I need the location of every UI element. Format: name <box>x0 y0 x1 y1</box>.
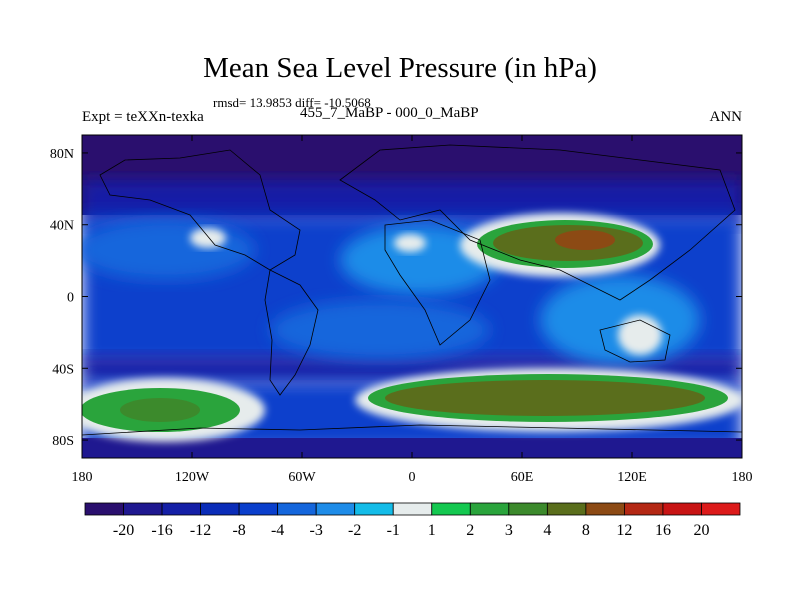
colorbar-label: -20 <box>113 522 134 539</box>
field-feature <box>82 220 255 280</box>
colorbar-swatch <box>238 502 279 516</box>
colorbar-label: -12 <box>190 522 211 539</box>
colorbar-label: 12 <box>616 522 632 539</box>
colorbar-swatch <box>585 502 625 516</box>
field-feature <box>540 275 700 365</box>
colorbar-label: 8 <box>582 522 590 539</box>
colorbar-label: -4 <box>271 522 284 539</box>
map-field <box>82 135 742 458</box>
field-feature <box>555 230 615 250</box>
colorbar-label: 4 <box>543 522 551 539</box>
x-tick-label: 60E <box>511 470 534 485</box>
colorbar-label: -1 <box>387 522 400 539</box>
y-tick-label: 0 <box>67 291 74 306</box>
colorbar-swatch <box>315 502 356 516</box>
field-feature <box>394 234 426 252</box>
colorbar-swatch <box>354 502 394 516</box>
experiment-label: Expt = teXXn-texka <box>82 109 204 125</box>
colorbar-swatch <box>431 502 471 516</box>
chart-title: Mean Sea Level Pressure (in hPa) <box>203 52 597 84</box>
chart-subtitle: 455_7_MaBP - 000_0_MaBP <box>300 105 479 121</box>
field-feature <box>190 228 226 248</box>
coastline <box>264 269 319 396</box>
colorbar-label: -8 <box>232 522 245 539</box>
colorbar-swatch <box>469 502 510 516</box>
x-tick-label: 180 <box>72 470 93 485</box>
coastline <box>599 319 671 363</box>
colorbar-label: 2 <box>466 522 474 539</box>
colorbar-swatch <box>84 502 124 516</box>
coastlines <box>82 144 742 436</box>
season-label: ANN <box>709 109 743 125</box>
colorbar-label: 16 <box>655 522 671 539</box>
y-tick-label: 40S <box>52 362 74 377</box>
colorbar-swatch <box>508 502 548 516</box>
coastline <box>339 144 736 301</box>
x-tick-label: 0 <box>409 470 416 485</box>
x-tick-label: 120E <box>617 470 647 485</box>
x-tick-label: 120W <box>175 470 210 485</box>
coastline <box>384 219 491 346</box>
colorbar-label: 3 <box>505 522 513 539</box>
colorbar-label: -2 <box>348 522 361 539</box>
field-feature <box>340 225 500 295</box>
y-tick-label: 80S <box>52 434 74 449</box>
colorbar-swatch <box>662 502 702 516</box>
colorbar-label: -3 <box>310 522 323 539</box>
y-tick-label: 40N <box>50 219 74 234</box>
colorbar: -20 -16 -12 -8 -4 -3 -2 -1 1 2 3 4 8 12 16 20 <box>84 502 741 539</box>
field-feature <box>385 380 705 416</box>
colorbar-swatch <box>161 502 201 516</box>
x-tick-label: 60W <box>288 470 316 485</box>
stats-text: rmsd= 13.9853 diff= -10.5068 <box>213 95 371 110</box>
x-tick-label: 180 <box>732 470 753 485</box>
colorbar-label: 1 <box>428 522 436 539</box>
field-polar-south <box>82 438 742 458</box>
coastline <box>82 424 742 436</box>
colorbar-swatch <box>701 502 741 516</box>
colorbar-swatch <box>624 502 664 516</box>
field-feature <box>120 398 200 422</box>
colorbar-swatch <box>277 502 317 516</box>
y-tick-label: 80N <box>50 147 74 162</box>
colorbar-swatch <box>392 502 433 516</box>
colorbar-swatch <box>546 502 587 516</box>
colorbar-label: 20 <box>693 522 709 539</box>
colorbar-label: -16 <box>151 522 172 539</box>
colorbar-swatch <box>200 502 240 516</box>
colorbar-swatch <box>123 502 163 516</box>
axes: 180 120W 60W 0 60E 120E 180 80N 40N 0 40S 80S <box>50 135 753 485</box>
field-feature <box>270 300 490 360</box>
coastline <box>99 149 301 271</box>
field-feature <box>618 315 662 355</box>
